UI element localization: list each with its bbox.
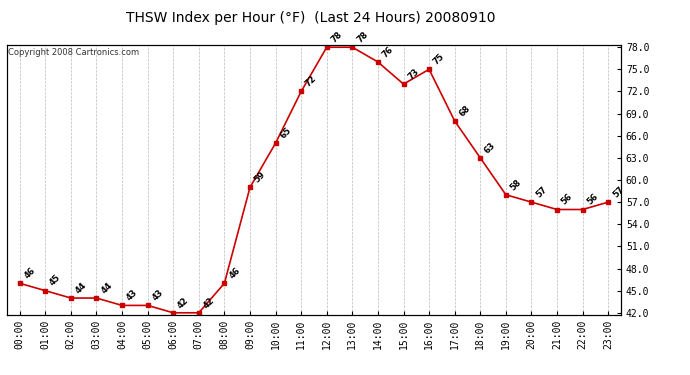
Text: 42: 42 — [201, 296, 216, 310]
Text: 45: 45 — [48, 273, 63, 288]
Text: 78: 78 — [355, 30, 370, 44]
Text: 56: 56 — [560, 192, 575, 207]
Text: 59: 59 — [253, 170, 267, 184]
Text: 57: 57 — [534, 185, 549, 200]
Text: 63: 63 — [483, 141, 497, 155]
Text: Copyright 2008 Cartronics.com: Copyright 2008 Cartronics.com — [8, 48, 139, 57]
Text: 43: 43 — [150, 288, 165, 303]
Text: 44: 44 — [74, 280, 88, 295]
Text: 72: 72 — [304, 74, 319, 89]
Text: 73: 73 — [406, 67, 421, 81]
Text: 44: 44 — [99, 280, 114, 295]
Text: 78: 78 — [330, 30, 344, 44]
Text: 58: 58 — [509, 177, 523, 192]
Text: 75: 75 — [432, 52, 446, 67]
Text: 76: 76 — [381, 45, 395, 59]
Text: 42: 42 — [176, 296, 190, 310]
Text: THSW Index per Hour (°F)  (Last 24 Hours) 20080910: THSW Index per Hour (°F) (Last 24 Hours)… — [126, 11, 495, 25]
Text: 57: 57 — [611, 185, 626, 200]
Text: 43: 43 — [125, 288, 139, 303]
Text: 46: 46 — [23, 266, 37, 280]
Text: 65: 65 — [278, 126, 293, 140]
Text: 68: 68 — [457, 104, 472, 118]
Text: 56: 56 — [585, 192, 600, 207]
Text: 46: 46 — [227, 266, 242, 280]
